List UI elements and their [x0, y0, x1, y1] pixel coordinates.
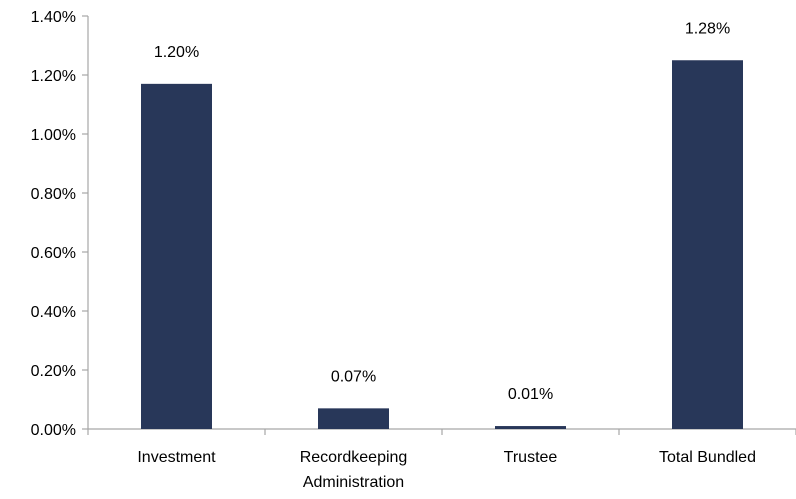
x-tick-label: Trustee [504, 449, 558, 466]
x-tick-label: Recordkeeping Administration [300, 449, 408, 491]
category-labels: Investment Recordkeeping Administration Tru… [137, 449, 756, 491]
data-label: 1.20% [154, 44, 199, 61]
x-tick-label-line: Administration [303, 474, 404, 491]
bar-series [141, 60, 743, 429]
bar-recordkeeping-administration [318, 408, 389, 429]
data-label: 0.07% [331, 368, 376, 385]
y-axis: 0.00% 0.20% 0.40% 0.60% 0.80% 1.00% 1.20% 1.40% [31, 9, 89, 439]
bar-total-bundled [672, 60, 743, 429]
y-tick-label: 1.20% [31, 68, 76, 85]
x-tick-label-line: Trustee [504, 449, 558, 466]
data-labels: 1.20% 0.07% 0.01% 1.28% [154, 20, 730, 403]
bar-investment [141, 83, 212, 429]
x-tick-label: Total Bundled [659, 449, 756, 466]
x-axis [87, 428, 796, 435]
y-tick-label: 1.40% [31, 9, 76, 26]
y-tick-label: 0.20% [31, 363, 76, 380]
y-tick-label: 0.40% [31, 304, 76, 321]
bar-trustee [495, 426, 566, 429]
y-tick-label: 0.00% [31, 422, 76, 439]
x-tick-label-line: Investment [137, 449, 216, 466]
y-tick-label: 0.80% [31, 186, 76, 203]
data-label: 1.28% [685, 20, 730, 37]
y-tick-label: 0.60% [31, 245, 76, 262]
x-tick-label: Investment [137, 449, 216, 466]
y-tick-label: 1.00% [31, 127, 76, 144]
x-tick-label-line: Recordkeeping [300, 449, 408, 466]
data-label: 0.01% [508, 386, 553, 403]
x-tick-label-line: Total Bundled [659, 449, 756, 466]
